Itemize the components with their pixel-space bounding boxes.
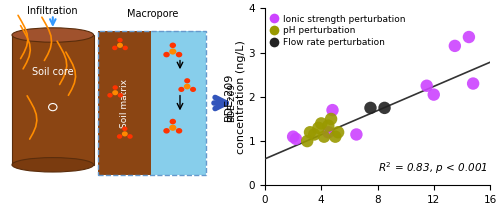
- Text: Macropore: Macropore: [126, 9, 178, 19]
- Ellipse shape: [108, 93, 112, 98]
- Ellipse shape: [184, 78, 190, 83]
- Ellipse shape: [169, 125, 176, 131]
- Ellipse shape: [176, 128, 182, 134]
- Text: BDE-209: BDE-209: [227, 83, 236, 123]
- Y-axis label: BDE-209
concentration (ng/L): BDE-209 concentration (ng/L): [224, 40, 246, 154]
- Point: [306, 131, 314, 134]
- Point: [303, 139, 311, 143]
- Point: [332, 135, 340, 138]
- Point: [324, 124, 332, 127]
- Ellipse shape: [117, 134, 122, 139]
- Ellipse shape: [169, 48, 176, 55]
- Point: [380, 106, 388, 110]
- Point: [327, 117, 335, 121]
- Point: [451, 44, 459, 48]
- Bar: [98, 31, 151, 175]
- Bar: [151, 31, 206, 175]
- Point: [430, 93, 438, 96]
- Ellipse shape: [164, 128, 170, 134]
- Ellipse shape: [118, 93, 123, 98]
- Point: [366, 106, 374, 110]
- Legend: Ionic strength perturbation, pH perturbation, Flow rate perturbation: Ionic strength perturbation, pH perturba…: [270, 13, 407, 49]
- Ellipse shape: [122, 131, 128, 136]
- Point: [314, 126, 322, 130]
- Ellipse shape: [178, 87, 184, 92]
- Point: [334, 131, 342, 134]
- Text: Soil matrix: Soil matrix: [120, 78, 130, 128]
- Point: [465, 35, 473, 39]
- Text: Infiltration: Infiltration: [28, 6, 78, 16]
- Point: [324, 131, 332, 134]
- Point: [310, 133, 318, 136]
- Ellipse shape: [164, 52, 170, 57]
- Point: [292, 137, 300, 140]
- Text: $R^2$ = 0.83, $p$ < 0.001: $R^2$ = 0.83, $p$ < 0.001: [378, 160, 488, 176]
- Ellipse shape: [190, 87, 196, 92]
- Ellipse shape: [170, 43, 176, 48]
- Ellipse shape: [122, 126, 128, 131]
- Point: [422, 84, 430, 87]
- Point: [328, 108, 336, 112]
- Text: Soil core: Soil core: [32, 67, 74, 77]
- Point: [289, 135, 297, 138]
- Point: [320, 135, 328, 138]
- Ellipse shape: [170, 119, 176, 124]
- Ellipse shape: [128, 134, 132, 139]
- Ellipse shape: [122, 46, 128, 50]
- Polygon shape: [12, 35, 94, 165]
- Point: [352, 133, 360, 136]
- Ellipse shape: [12, 158, 94, 172]
- Ellipse shape: [112, 90, 118, 95]
- Ellipse shape: [117, 43, 123, 48]
- Point: [317, 122, 325, 125]
- Ellipse shape: [184, 84, 190, 89]
- Ellipse shape: [176, 52, 182, 57]
- Ellipse shape: [12, 28, 94, 42]
- Ellipse shape: [112, 85, 118, 90]
- Ellipse shape: [112, 46, 117, 50]
- Ellipse shape: [118, 38, 122, 42]
- Point: [469, 82, 477, 85]
